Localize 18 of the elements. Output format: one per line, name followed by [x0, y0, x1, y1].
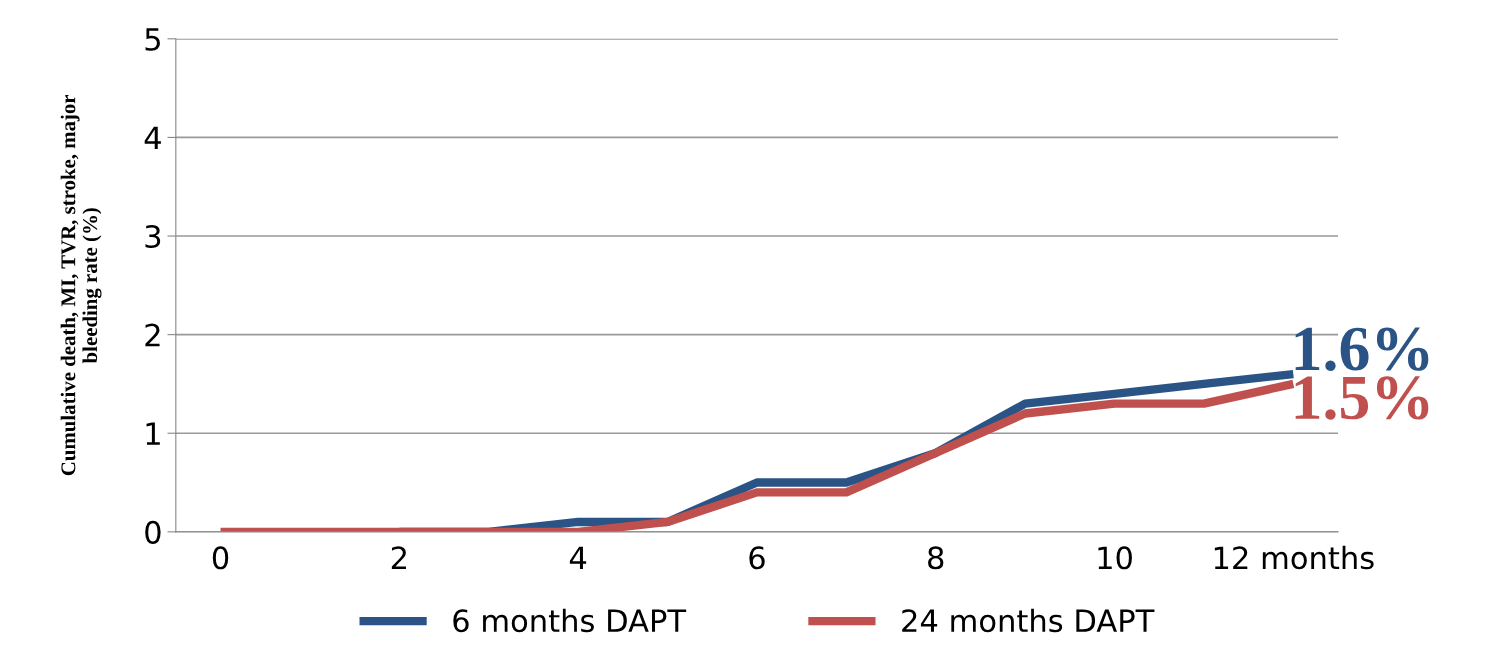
y-tick-label: 1: [146, 422, 160, 445]
x-tick-label: 8: [928, 546, 944, 570]
x-tick-label: 4: [569, 546, 587, 569]
x-tick-label: 2: [391, 546, 406, 569]
y-tick-label: 0: [145, 520, 161, 544]
y-tick-label: 2: [145, 323, 160, 347]
y-tick-label: 3: [145, 224, 161, 249]
x-tick-label: 6: [749, 546, 765, 570]
annotation: 1.6%: [1295, 327, 1429, 371]
legend-label: 24 months DAPT: [902, 608, 1155, 633]
y-tick-label: 5: [145, 28, 160, 51]
annotation: 1.5%: [1295, 376, 1429, 420]
x-tick-label: 10: [1098, 546, 1132, 570]
legend-label: 6 months DAPT: [453, 608, 687, 633]
y-tick-label: 4: [144, 126, 161, 150]
y-axis-title: Cumulative death, MI, TVR, stroke, major bleeding rate (%): [60, 94, 102, 476]
x-tick-label: 0: [212, 546, 229, 570]
x-tick-label: 12 months: [1214, 545, 1374, 570]
